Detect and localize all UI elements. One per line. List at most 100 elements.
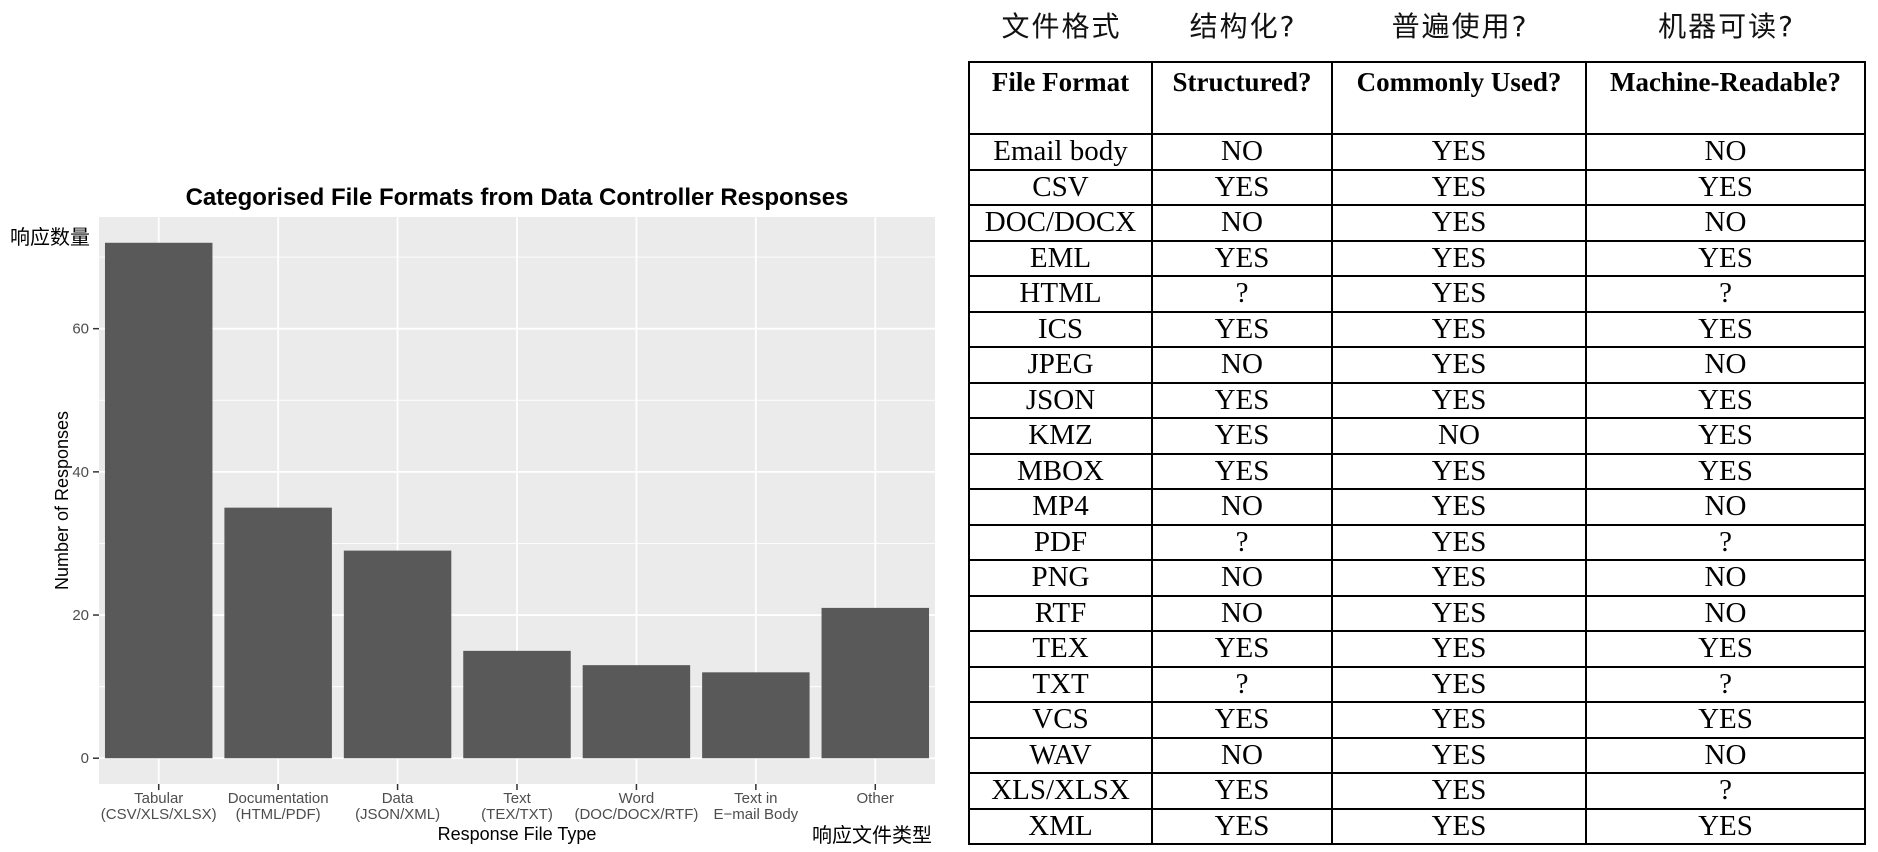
x-tick-label: Documentation (228, 790, 329, 807)
machine-readable-cell: ? (1585, 665, 1866, 703)
machine-readable-cell: NO (1585, 559, 1866, 597)
commonly-used-cell: YES (1331, 239, 1587, 277)
machine-readable-cell: YES (1585, 417, 1866, 455)
table-row: RTF NO YES NO (968, 594, 1866, 632)
x-tick-label: Other (857, 790, 895, 807)
y-tick-label: 60 (72, 321, 89, 338)
table-row: ICS YES YES YES (968, 310, 1866, 348)
structured-cell: YES (1151, 452, 1333, 490)
file-format-cell: WAV (968, 736, 1153, 774)
table-row: JSON YES YES YES (968, 381, 1866, 419)
machine-readable-cell: YES (1585, 168, 1866, 206)
file-format-cell: XML (968, 807, 1153, 845)
table-row: EML YES YES YES (968, 239, 1866, 277)
x-tick-label: (DOC/DOCX/RTF) (574, 806, 698, 823)
bar (343, 550, 452, 759)
structured-cell: YES (1151, 772, 1333, 810)
x-tick-label: Text in (734, 790, 777, 807)
bar (821, 607, 930, 759)
structured-cell: NO (1151, 488, 1333, 526)
commonly-used-cell: YES (1331, 310, 1587, 348)
commonly-used-cell: YES (1331, 665, 1587, 703)
x-tick-label: Text (503, 790, 531, 807)
machine-readable-cell: ? (1585, 275, 1866, 313)
table-row: CSV YES YES YES (968, 168, 1866, 206)
file-format-cell: CSV (968, 168, 1153, 206)
header-commonly-used: Commonly Used? (1331, 61, 1587, 135)
y-tick-label: 20 (72, 607, 89, 624)
file-format-table: File Format Structured? Commonly Used? M… (968, 61, 1866, 845)
bar-chart: 0 20 40 60 Tabular(CSV/XLS/XLSX) Documentatio… (52, 184, 935, 844)
structured-cell: YES (1151, 310, 1333, 348)
header-structured: Structured? (1151, 61, 1333, 135)
file-format-cell: PDF (968, 523, 1153, 561)
machine-readable-cell: YES (1585, 701, 1866, 739)
machine-readable-cell: ? (1585, 523, 1866, 561)
bar (582, 665, 691, 759)
structured-cell: NO (1151, 346, 1333, 384)
table-row: DOC/DOCX NO YES NO (968, 204, 1866, 242)
table-row: MP4 NO YES NO (968, 488, 1866, 526)
file-format-table-panel: 文件格式 结构化? 普遍使用? 机器可读? File Format Struct… (968, 0, 1870, 852)
y-tick-label: 0 (81, 750, 89, 767)
machine-readable-cell: NO (1585, 346, 1866, 384)
file-format-cell: TEX (968, 630, 1153, 668)
table-row: TXT? YES? (968, 665, 1866, 703)
file-format-cell: RTF (968, 594, 1153, 632)
y-axis-title: Number of Responses (52, 411, 72, 590)
structured-cell: YES (1151, 630, 1333, 668)
y-axis-chinese-label: 响应数量 (10, 225, 90, 249)
x-tick-label: Data (382, 790, 414, 807)
commonly-used-cell: YES (1331, 594, 1587, 632)
chinese-header-row: 文件格式 结构化? 普遍使用? 机器可读? (968, 6, 1870, 48)
x-tick-label: Word (619, 790, 655, 807)
structured-cell: NO (1151, 594, 1333, 632)
structured-cell: NO (1151, 736, 1333, 774)
file-format-cell: KMZ (968, 417, 1153, 455)
structured-cell: ? (1151, 275, 1333, 313)
table-header-row: File Format Structured? Commonly Used? M… (968, 61, 1866, 135)
commonly-used-cell: YES (1331, 204, 1587, 242)
machine-readable-cell: NO (1585, 133, 1866, 171)
commonly-used-cell: YES (1331, 807, 1587, 845)
chart-title: Categorised File Formats from Data Contr… (186, 184, 849, 211)
structured-cell: YES (1151, 168, 1333, 206)
commonly-used-cell: YES (1331, 523, 1587, 561)
commonly-used-cell: YES (1331, 488, 1587, 526)
table-row: VCS YES YES YES (968, 701, 1866, 739)
table-row: JPEG NO YES NO (968, 346, 1866, 384)
machine-readable-cell: NO (1585, 204, 1866, 242)
bar (702, 672, 810, 759)
file-format-cell: DOC/DOCX (968, 204, 1153, 242)
machine-readable-cell: YES (1585, 807, 1866, 845)
structured-cell: YES (1151, 807, 1333, 845)
machine-readable-cell: ? (1585, 772, 1866, 810)
cn-header-commonly-used: 普遍使用? (1391, 10, 1529, 43)
file-format-cell: MP4 (968, 488, 1153, 526)
commonly-used-cell: NO (1331, 417, 1587, 455)
commonly-used-cell: YES (1331, 630, 1587, 668)
table-row: XLS/XLSX YES YES? (968, 772, 1866, 810)
file-format-cell: VCS (968, 701, 1153, 739)
x-axis-title: Response File Type (438, 824, 597, 844)
machine-readable-cell: NO (1585, 488, 1866, 526)
header-file-format: File Format (968, 61, 1153, 135)
file-format-cell: HTML (968, 275, 1153, 313)
machine-readable-cell: YES (1585, 381, 1866, 419)
header-machine-readable: Machine-Readable? (1585, 61, 1866, 135)
table-row: KMZ YES NO YES (968, 417, 1866, 455)
commonly-used-cell: YES (1331, 559, 1587, 597)
table-row: MBOX YES YES YES (968, 452, 1866, 490)
structured-cell: NO (1151, 559, 1333, 597)
commonly-used-cell: YES (1331, 452, 1587, 490)
table-row: TEX YES YES YES (968, 630, 1866, 668)
commonly-used-cell: YES (1331, 701, 1587, 739)
table-row: PNG NO YES NO (968, 559, 1866, 597)
structured-cell: YES (1151, 239, 1333, 277)
machine-readable-cell: NO (1585, 736, 1866, 774)
machine-readable-cell: YES (1585, 630, 1866, 668)
structured-cell: NO (1151, 204, 1333, 242)
bar (104, 242, 213, 759)
cn-header-machine-readable: 机器可读? (1658, 10, 1795, 43)
x-tick-label: (JSON/XML) (355, 806, 440, 823)
